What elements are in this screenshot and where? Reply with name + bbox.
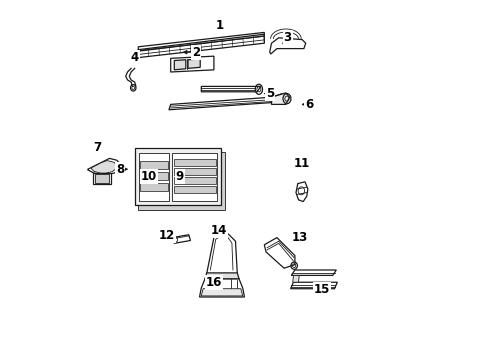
Polygon shape [201,289,242,296]
Polygon shape [290,282,337,289]
Polygon shape [134,148,221,205]
Polygon shape [168,94,282,110]
Text: 16: 16 [205,276,222,289]
Polygon shape [264,238,294,268]
Text: 2: 2 [191,46,200,59]
Polygon shape [291,270,336,275]
Text: 11: 11 [293,157,309,170]
Text: 5: 5 [265,87,273,100]
Polygon shape [199,279,244,297]
Text: 15: 15 [313,283,329,296]
Polygon shape [139,153,168,201]
Polygon shape [140,161,167,169]
Text: 7: 7 [93,141,101,154]
Text: 1: 1 [215,19,223,32]
Text: 10: 10 [141,170,157,183]
Polygon shape [292,275,299,282]
Polygon shape [170,56,213,72]
Text: 4: 4 [130,51,139,64]
Polygon shape [95,174,109,183]
Polygon shape [138,34,264,51]
Text: 8: 8 [116,163,124,176]
Polygon shape [173,159,216,166]
Text: 9: 9 [175,170,183,183]
Polygon shape [271,93,289,104]
Text: 6: 6 [305,98,313,111]
Text: 14: 14 [211,224,227,237]
Polygon shape [187,59,200,68]
Polygon shape [204,273,239,279]
Polygon shape [201,86,260,92]
Polygon shape [138,32,264,58]
Polygon shape [174,60,185,70]
Polygon shape [173,186,216,193]
Polygon shape [91,161,117,173]
Text: 12: 12 [159,229,175,242]
Polygon shape [173,168,216,175]
Polygon shape [93,173,111,184]
Polygon shape [269,38,305,54]
Polygon shape [173,177,216,184]
Polygon shape [172,153,217,201]
Polygon shape [138,152,224,210]
Polygon shape [140,172,167,180]
Polygon shape [140,183,167,191]
Polygon shape [206,232,237,274]
Polygon shape [295,182,307,202]
Polygon shape [88,158,120,175]
Text: 13: 13 [291,231,308,244]
Polygon shape [172,235,190,243]
Text: 3: 3 [283,31,291,44]
